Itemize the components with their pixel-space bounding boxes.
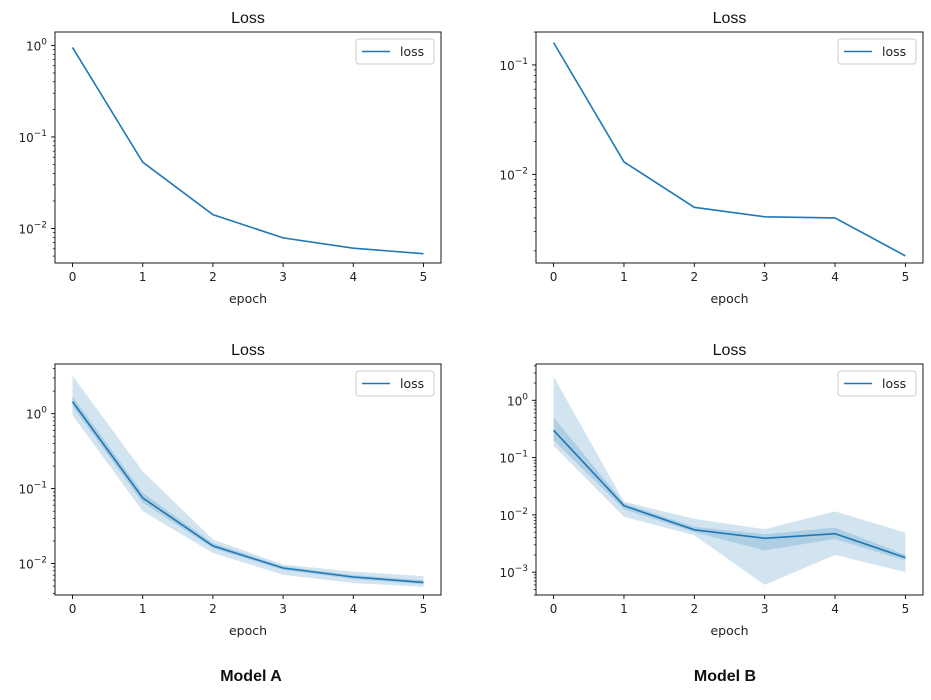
chart-top-right-title: Loss bbox=[713, 10, 747, 27]
chart-top-left-xtick-label: 1 bbox=[139, 270, 147, 284]
chart-bottom-right-title: Loss bbox=[713, 342, 747, 359]
chart-bottom-right-xtick-label: 5 bbox=[902, 602, 910, 616]
chart-top-left-ytick-label: 10−1 bbox=[18, 129, 47, 145]
chart-top-right-xlabel: epoch bbox=[710, 291, 748, 306]
chart-bottom-left-legend: loss bbox=[355, 370, 435, 397]
chart-bottom-right-legend-box bbox=[837, 370, 917, 397]
chart-top-left-xtick-label: 0 bbox=[69, 270, 77, 284]
chart-top-left-xtick-label: 3 bbox=[279, 270, 287, 284]
chart-bottom-left-xtick-label: 5 bbox=[420, 602, 428, 616]
chart-top-left-ytick-label: 100 bbox=[26, 37, 47, 53]
chart-top-right-axes-frame bbox=[535, 31, 924, 264]
chart-bottom-left-xtick-label: 1 bbox=[139, 602, 147, 616]
chart-bottom-right: 0 1 2 3 4 5 10−3 10−2 10−1 100 Loss epoch loss bbox=[499, 342, 924, 638]
chart-top-right: 0 1 2 3 4 5 10−2 10−1 Loss epoch loss bbox=[499, 10, 924, 306]
chart-top-left-series-line bbox=[71, 46, 424, 255]
chart-bottom-left-xtick-label: 0 bbox=[69, 602, 77, 616]
chart-bottom-left-series-line bbox=[71, 401, 424, 584]
chart-top-right-ytick-label: 10−2 bbox=[499, 166, 528, 182]
chart-top-left-xtick-label: 5 bbox=[420, 270, 428, 284]
chart-top-left: 0 1 2 3 4 5 10−2 10−1 100 Loss epoch loss bbox=[18, 10, 442, 306]
model-b-label: Model B bbox=[693, 668, 757, 685]
chart-top-right-ytick-label: 10−1 bbox=[499, 57, 528, 73]
chart-top-left-xtick-label: 4 bbox=[349, 270, 357, 284]
chart-bottom-left-xtick-label: 3 bbox=[279, 602, 287, 616]
chart-bottom-right-xtick-label: 0 bbox=[550, 602, 558, 616]
chart-top-right-xtick-label: 2 bbox=[690, 270, 698, 284]
chart-bottom-left-legend-label: loss bbox=[400, 376, 424, 391]
chart-top-right-legend-label: loss bbox=[882, 44, 906, 59]
chart-top-right-series-line bbox=[552, 42, 906, 257]
chart-top-left-legend: loss bbox=[355, 38, 435, 65]
chart-bottom-right-ytick-label: 100 bbox=[507, 392, 528, 408]
chart-bottom-left-xlabel: epoch bbox=[229, 623, 267, 638]
chart-bottom-left: 0 1 2 3 4 5 10−2 10−1 100 Loss epoch loss bbox=[18, 342, 442, 638]
chart-bottom-left-legend-box bbox=[355, 370, 435, 397]
chart-bottom-left-band-inner bbox=[72, 396, 424, 585]
chart-top-left-legend-box bbox=[355, 38, 435, 65]
chart-bottom-right-series-line bbox=[553, 429, 906, 559]
chart-bottom-left-ytick-label: 100 bbox=[26, 406, 47, 422]
chart-bottom-right-band-outer bbox=[553, 376, 906, 585]
chart-top-left-legend-label: loss bbox=[400, 44, 424, 59]
chart-bottom-right-legend: loss bbox=[837, 370, 917, 397]
chart-bottom-right-xtick-label: 1 bbox=[620, 602, 628, 616]
chart-bottom-left-ytick-label: 10−1 bbox=[18, 481, 47, 497]
chart-top-left-ytick-label: 10−2 bbox=[18, 221, 47, 237]
chart-bottom-left-ytick-label: 10−2 bbox=[18, 556, 47, 572]
chart-top-right-xtick-label: 4 bbox=[831, 270, 839, 284]
chart-bottom-left-axes-frame bbox=[54, 363, 442, 596]
chart-bottom-right-xtick-label: 2 bbox=[690, 602, 698, 616]
chart-bottom-left-band-outer bbox=[72, 375, 424, 587]
chart-top-left-xlabel: epoch bbox=[229, 291, 267, 306]
chart-top-right-xtick-label: 1 bbox=[620, 270, 628, 284]
chart-bottom-right-legend-label: loss bbox=[882, 376, 906, 391]
chart-top-right-xtick-label: 0 bbox=[550, 270, 558, 284]
chart-top-left-title: Loss bbox=[231, 10, 265, 27]
chart-bottom-left-title: Loss bbox=[231, 342, 265, 359]
chart-bottom-right-ytick-label: 10−2 bbox=[499, 507, 528, 523]
chart-bottom-right-xtick-label: 3 bbox=[761, 602, 769, 616]
chart-bottom-left-xtick-label: 4 bbox=[349, 602, 357, 616]
chart-top-right-legend: loss bbox=[837, 38, 917, 65]
chart-bottom-right-xtick-label: 4 bbox=[831, 602, 839, 616]
chart-top-right-xtick-label: 5 bbox=[902, 270, 910, 284]
chart-top-right-xtick-label: 3 bbox=[761, 270, 769, 284]
chart-top-right-legend-box bbox=[837, 38, 917, 65]
model-a-label: Model A bbox=[220, 668, 282, 685]
chart-bottom-right-ytick-label: 10−3 bbox=[499, 564, 528, 580]
chart-bottom-right-xlabel: epoch bbox=[710, 623, 748, 638]
chart-bottom-right-ytick-label: 10−1 bbox=[499, 450, 528, 466]
chart-top-left-axes-frame bbox=[54, 31, 442, 264]
chart-bottom-left-xtick-label: 2 bbox=[209, 602, 217, 616]
chart-top-left-xtick-label: 2 bbox=[209, 270, 217, 284]
chart-bottom-right-axes-frame bbox=[535, 363, 924, 596]
